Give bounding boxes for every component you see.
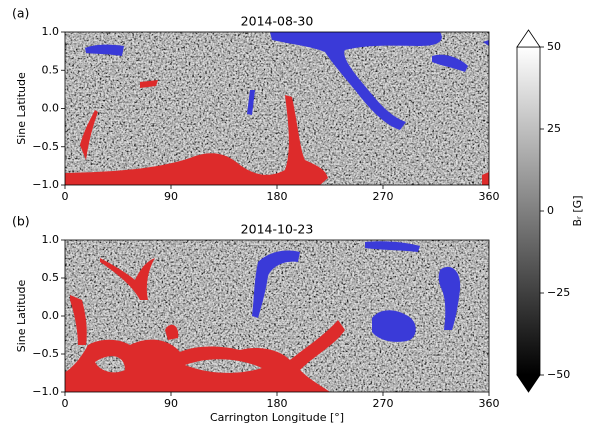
y-tick-label: 1.0 — [42, 25, 60, 38]
colorbar-tick-label: 25 — [547, 122, 561, 135]
red-regions — [65, 258, 345, 392]
y-tick-label: −1.0 — [32, 178, 59, 191]
colorbar-tick-label: 50 — [547, 40, 561, 53]
panel-title: 2014-10-23 — [241, 222, 314, 237]
x-tick-label: 180 — [267, 190, 288, 203]
y-tick-label: −0.5 — [32, 140, 59, 153]
x-tick-label: 90 — [164, 190, 178, 203]
y-tick-label: −0.5 — [32, 347, 59, 360]
x-tick-label: 90 — [164, 397, 178, 410]
panel-title: 2014-08-30 — [241, 14, 314, 29]
colorbar-tick-label: −50 — [547, 368, 570, 381]
y-tick-label: 1.0 — [42, 233, 60, 246]
x-tick-label: 360 — [479, 397, 500, 410]
blue-regions — [85, 32, 489, 130]
x-tick-label: 0 — [62, 190, 69, 203]
y-axis-label: Sine Latitude — [15, 280, 28, 353]
x-tick-label: 360 — [479, 190, 500, 203]
y-axis-label: Sine Latitude — [15, 72, 28, 145]
y-tick-label: 0.0 — [42, 309, 60, 322]
y-tick-label: −1.0 — [32, 385, 59, 398]
blue-regions — [252, 241, 461, 342]
magnetogram-b — [65, 240, 489, 392]
panel-label: (a) — [12, 6, 29, 21]
colorbar-label: Bᵣ [G] — [571, 196, 584, 227]
x-tick-label: 270 — [373, 397, 394, 410]
colorbar-tick-label: −25 — [547, 286, 570, 299]
magnetogram-a — [65, 32, 489, 185]
x-tick-label: 270 — [373, 190, 394, 203]
x-tick-label: 180 — [267, 397, 288, 410]
red-regions — [65, 80, 489, 185]
x-axis-label: Carrington Longitude [°] — [210, 411, 344, 424]
y-tick-label: 0.5 — [42, 63, 60, 76]
y-tick-label: 0.0 — [42, 102, 60, 115]
x-tick-label: 0 — [62, 397, 69, 410]
colorbar — [516, 29, 541, 393]
colorbar-tick-label: 0 — [547, 204, 554, 217]
panel-label: (b) — [12, 214, 30, 229]
y-tick-label: 0.5 — [42, 271, 60, 284]
